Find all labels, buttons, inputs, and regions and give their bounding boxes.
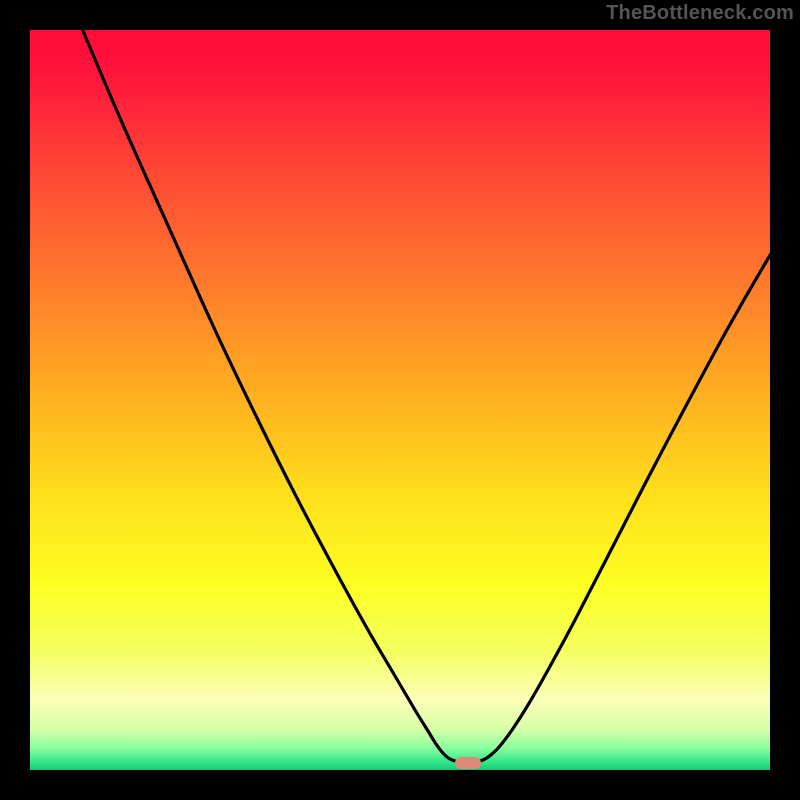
plot-gradient-area (30, 30, 770, 770)
frame-bottom (0, 770, 800, 800)
frame-right (770, 0, 800, 800)
frame-left (0, 0, 30, 800)
source-watermark: TheBottleneck.com (606, 2, 794, 25)
optimum-marker (455, 757, 481, 769)
bottleneck-chart: TheBottleneck.com (0, 0, 800, 800)
